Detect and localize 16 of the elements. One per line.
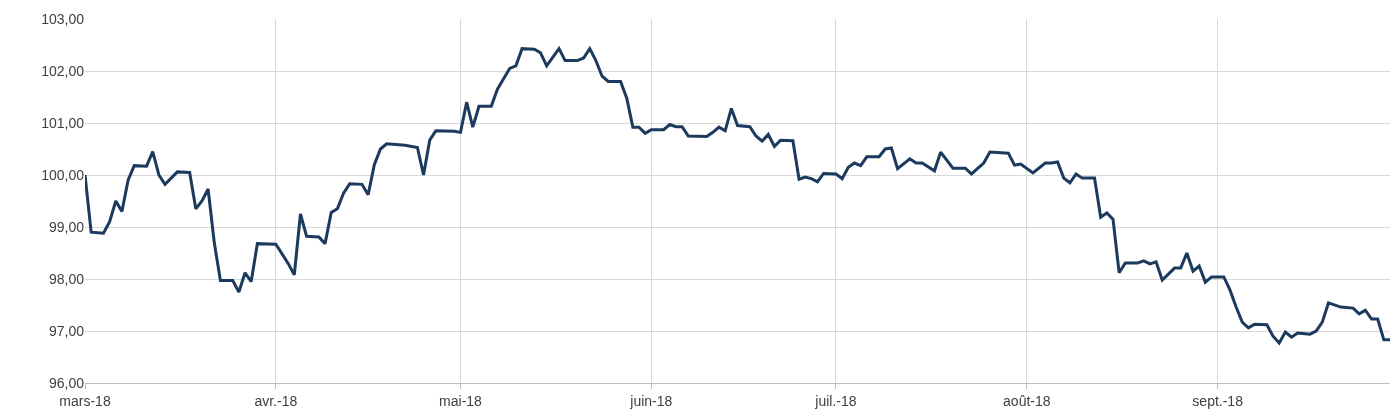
- x-tick-label: sept.-18: [1192, 392, 1244, 409]
- line-series: [85, 47, 1390, 345]
- y-tick-label: 98,00: [48, 270, 85, 287]
- y-tick-label: 96,00: [48, 374, 85, 391]
- x-tick-label: mars-18: [59, 392, 111, 409]
- x-tick-label: avr.-18: [254, 392, 298, 409]
- x-tick-label: mai-18: [439, 392, 483, 409]
- x-tick-label: juil.-18: [814, 392, 857, 409]
- x-tick-label: août-18: [1003, 392, 1051, 409]
- x-tick-label: juin-18: [629, 392, 673, 409]
- y-tick-label: 99,00: [48, 218, 85, 235]
- y-tick-label: 101,00: [41, 114, 85, 131]
- y-tick-label: 103,00: [41, 10, 85, 27]
- y-tick-label: 100,00: [41, 166, 85, 183]
- y-tick-label: 97,00: [48, 322, 85, 339]
- y-tick-label: 102,00: [41, 62, 85, 79]
